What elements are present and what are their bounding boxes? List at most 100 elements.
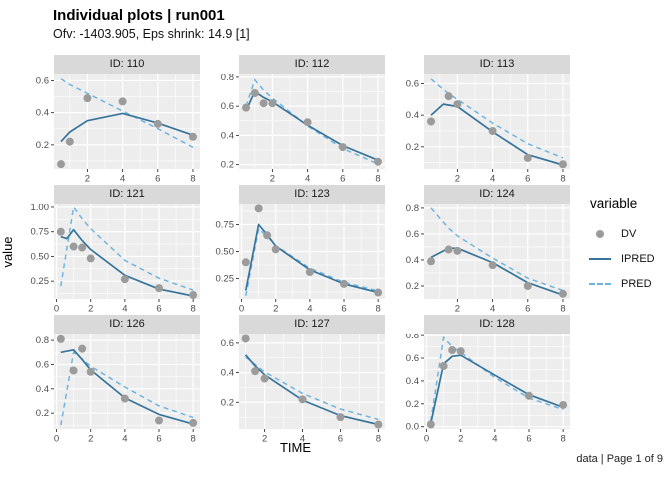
dv-point bbox=[260, 374, 269, 383]
x-tick-label: 8 bbox=[560, 304, 565, 315]
dv-point bbox=[374, 288, 383, 297]
y-tick-label: 0.2 bbox=[406, 399, 419, 410]
legend-label-pred: PRED bbox=[621, 277, 652, 290]
ipred-line bbox=[60, 112, 194, 143]
dv-point bbox=[241, 334, 250, 343]
dv-point bbox=[488, 261, 497, 270]
x-tick-label: 2 bbox=[273, 304, 278, 315]
dv-point bbox=[254, 204, 263, 213]
pred-line bbox=[60, 78, 194, 148]
dv-point bbox=[439, 362, 448, 371]
ipred-line bbox=[430, 103, 564, 166]
dv-point bbox=[303, 118, 312, 127]
dv-point bbox=[426, 420, 435, 429]
x-tick-label: 8 bbox=[560, 174, 565, 185]
x-tick-label: 8 bbox=[191, 434, 196, 445]
dv-point bbox=[188, 132, 197, 141]
dv-point bbox=[525, 391, 534, 400]
x-tick-label: 6 bbox=[525, 174, 530, 185]
y-tick-label: 0.8 bbox=[36, 335, 49, 346]
y-tick-label: 0.2 bbox=[36, 408, 49, 419]
x-axis-title: TIME bbox=[279, 440, 312, 455]
legend-item-dv: DV bbox=[588, 221, 672, 246]
x-tick-label: 4 bbox=[307, 304, 312, 315]
ipred-line-icon bbox=[588, 257, 612, 260]
dv-point bbox=[57, 160, 66, 169]
dv-point bbox=[444, 245, 453, 254]
dv-point bbox=[427, 257, 436, 266]
facet-strip: ID: 128 bbox=[424, 315, 570, 334]
dv-point bbox=[155, 416, 164, 425]
dv-point bbox=[250, 89, 259, 97]
y-tick-label: 0.2 bbox=[406, 281, 419, 292]
dv-point bbox=[268, 99, 277, 108]
x-tick-label: 4 bbox=[492, 434, 497, 445]
x-tick-label: 8 bbox=[191, 304, 196, 315]
x-tick-label: 0 bbox=[54, 434, 59, 445]
facet-grid: ID: 110 2 4 6 8 0.2 0.4 0.6 ID: 112 2 4 6 8 0.2 0.4 0.6… bbox=[18, 55, 573, 445]
dv-point bbox=[86, 254, 95, 263]
y-axis-title: value bbox=[0, 236, 15, 268]
facet-id-126: ID: 126 0 2 4 6 8 0.2 0.4 0.6 0.8 bbox=[18, 315, 203, 445]
y-tick-label: 0.4 bbox=[36, 108, 49, 119]
dv-point bbox=[78, 243, 87, 252]
dv-point bbox=[263, 231, 272, 240]
dv-point bbox=[56, 334, 65, 343]
dv-point bbox=[120, 275, 129, 284]
facet-id-124: ID: 124 2 4 6 8 0.2 0.4 0.6 0.8 bbox=[388, 185, 573, 315]
legend-label-dv: DV bbox=[621, 227, 637, 240]
dv-point bbox=[374, 420, 383, 429]
x-tick-label: 0 bbox=[424, 434, 429, 445]
x-tick-label: 2 bbox=[270, 174, 275, 185]
dv-point bbox=[456, 347, 465, 356]
facet-plot: 0 2 4 6 8 0.25 0.50 0.75 1.00 bbox=[31, 204, 200, 315]
y-tick-label: 1.00 bbox=[31, 204, 50, 213]
facet-plot: 2 4 6 8 0.2 0.4 0.6 0.8 bbox=[221, 74, 385, 185]
x-tick-label: 2 bbox=[88, 434, 93, 445]
facet-id-123: ID: 123 0 2 4 6 8 0.25 0.50 0.75 bbox=[203, 185, 388, 315]
pred-line bbox=[60, 350, 194, 426]
dv-point bbox=[241, 258, 250, 267]
y-tick-label: 0.50 bbox=[216, 247, 235, 258]
x-tick-label: 6 bbox=[338, 434, 343, 445]
panel-background bbox=[239, 334, 385, 429]
pred-line bbox=[430, 78, 564, 159]
y-tick-label: 0.2 bbox=[221, 160, 234, 171]
y-tick-label: 0.6 bbox=[36, 359, 49, 370]
x-tick-label: 0 bbox=[54, 304, 59, 315]
dv-point bbox=[558, 289, 567, 298]
y-tick-label: 0.8 bbox=[406, 204, 419, 214]
x-tick-label: 6 bbox=[156, 304, 161, 315]
dv-point-icon bbox=[588, 229, 612, 238]
x-tick-label: 8 bbox=[561, 434, 566, 445]
facet-strip: ID: 124 bbox=[424, 185, 570, 204]
dv-point bbox=[86, 367, 95, 376]
page-title: Individual plots | run001 bbox=[53, 7, 225, 24]
dv-point bbox=[83, 94, 92, 103]
dv-point bbox=[488, 127, 497, 135]
facet-plot: 2 4 6 8 0.2 0.4 0.6 0.8 bbox=[406, 204, 570, 315]
facet-strip: ID: 110 bbox=[54, 55, 200, 74]
x-tick-label: 2 bbox=[88, 304, 93, 315]
dv-point bbox=[259, 99, 268, 108]
y-tick-label: 0.4 bbox=[406, 110, 419, 121]
facet-strip: ID: 112 bbox=[239, 55, 385, 74]
dv-point bbox=[448, 346, 457, 355]
y-tick-label: 0.4 bbox=[406, 376, 419, 387]
panel-background bbox=[424, 74, 570, 169]
ipred-line bbox=[244, 354, 379, 426]
facet-plot: 2 4 6 8 0.2 0.4 0.6 bbox=[36, 74, 200, 185]
facet-strip: ID: 123 bbox=[239, 185, 385, 204]
x-tick-label: 4 bbox=[120, 174, 125, 185]
dv-point bbox=[251, 367, 260, 376]
x-tick-label: 4 bbox=[122, 304, 127, 315]
x-tick-label: 8 bbox=[376, 304, 381, 315]
y-tick-label: 0.6 bbox=[406, 229, 419, 240]
y-tick-label: 0.50 bbox=[31, 251, 50, 262]
x-tick-label: 8 bbox=[375, 174, 380, 185]
dv-point bbox=[559, 400, 568, 409]
dv-point bbox=[69, 242, 78, 251]
facet-strip: ID: 121 bbox=[54, 185, 200, 204]
page-caption: data | Page 1 of 9 bbox=[576, 453, 663, 465]
